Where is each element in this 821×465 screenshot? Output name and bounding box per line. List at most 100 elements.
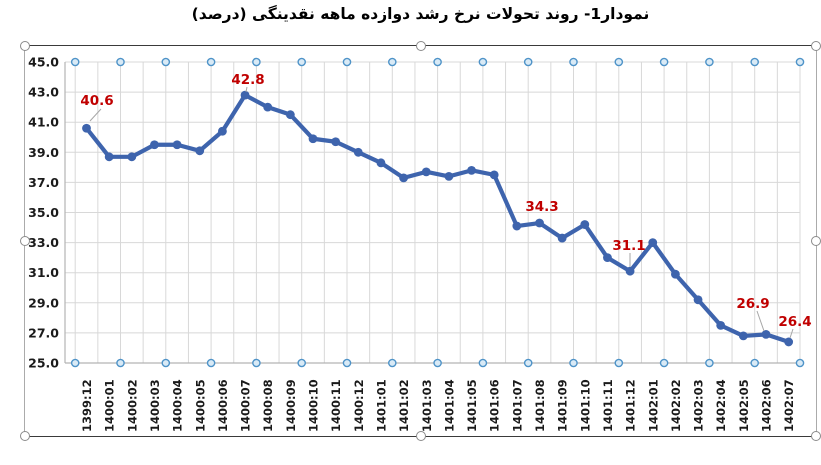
y-tick-label: 29.0 bbox=[28, 295, 59, 310]
data-point-marker[interactable] bbox=[104, 152, 114, 162]
selection-handle-top-left[interactable] bbox=[20, 41, 30, 51]
bottom-row-circle-marker bbox=[70, 358, 80, 368]
bottom-row-circle-marker bbox=[206, 358, 216, 368]
x-tick-label: 1400:07 bbox=[239, 379, 253, 432]
data-point-marker[interactable] bbox=[467, 165, 476, 175]
x-tick-label: 1401:03 bbox=[420, 379, 434, 432]
data-point-marker[interactable] bbox=[784, 337, 794, 347]
data-point-marker[interactable] bbox=[376, 158, 386, 168]
data-point-marker[interactable] bbox=[127, 152, 137, 162]
bottom-row-circle-marker bbox=[705, 358, 714, 368]
data-point-marker[interactable] bbox=[693, 295, 703, 305]
data-point-marker[interactable] bbox=[421, 167, 431, 177]
x-tick-label: 1401:12 bbox=[624, 379, 638, 432]
top-row-circle-marker bbox=[161, 57, 171, 67]
x-tick-label: 1400:09 bbox=[284, 379, 298, 432]
data-point-marker[interactable] bbox=[285, 110, 295, 120]
x-tick-label: 1400:02 bbox=[125, 379, 139, 432]
x-tick-label: 1402:01 bbox=[646, 379, 660, 432]
selection-handle-middle-left[interactable] bbox=[20, 236, 30, 246]
data-point-marker[interactable] bbox=[625, 266, 635, 276]
bottom-row-circle-marker bbox=[116, 358, 125, 368]
data-point-marker[interactable] bbox=[761, 330, 771, 339]
data-point-marker[interactable] bbox=[172, 140, 182, 150]
x-tick-label: 1402:03 bbox=[692, 379, 706, 432]
x-tick-label: 1402:04 bbox=[714, 379, 728, 432]
data-point-marker[interactable] bbox=[308, 134, 318, 144]
bottom-row-circle-marker bbox=[523, 358, 533, 368]
bottom-row-circle-marker bbox=[252, 358, 261, 368]
x-tick-label: 1402:06 bbox=[760, 379, 774, 432]
data-point-marker[interactable] bbox=[603, 253, 612, 263]
top-row-circle-marker bbox=[659, 57, 669, 67]
data-label: 42.8 bbox=[231, 72, 264, 88]
data-point-marker[interactable] bbox=[218, 126, 227, 136]
y-tick-label: 35.0 bbox=[28, 205, 59, 220]
y-tick-label: 41.0 bbox=[28, 115, 59, 130]
selection-handle-top-right[interactable] bbox=[811, 41, 821, 51]
bottom-row-circle-marker bbox=[342, 358, 352, 368]
data-point-marker[interactable] bbox=[444, 171, 454, 181]
y-tick-label: 39.0 bbox=[28, 145, 59, 160]
data-label-leader-line bbox=[789, 328, 794, 339]
data-label: 31.1 bbox=[612, 238, 645, 254]
selection-handle-top-center[interactable] bbox=[415, 41, 426, 51]
bottom-row-circle-marker bbox=[795, 358, 805, 368]
x-tick-label: 1400:03 bbox=[148, 379, 162, 432]
top-row-circle-marker bbox=[569, 57, 578, 67]
data-point-marker[interactable] bbox=[150, 140, 159, 150]
top-row-circle-marker bbox=[116, 57, 125, 67]
data-point-marker[interactable] bbox=[580, 220, 590, 229]
top-row-circle-marker bbox=[252, 57, 261, 67]
selection-handle-middle-right[interactable] bbox=[811, 236, 821, 246]
data-point-marker[interactable] bbox=[738, 331, 748, 341]
data-point-marker[interactable] bbox=[648, 238, 658, 248]
data-point-marker[interactable] bbox=[195, 146, 205, 156]
data-label: 40.6 bbox=[80, 93, 113, 109]
selection-handle-bottom-center[interactable] bbox=[415, 431, 426, 441]
bottom-row-circle-marker bbox=[569, 358, 578, 368]
data-point-marker[interactable] bbox=[535, 218, 544, 228]
selection-handle-bottom-right[interactable] bbox=[811, 431, 821, 441]
x-tick-label: 1402:05 bbox=[737, 379, 751, 432]
bottom-row-circle-marker bbox=[297, 358, 307, 368]
data-point-marker[interactable] bbox=[489, 170, 499, 180]
x-tick-label: 1401:08 bbox=[533, 379, 547, 432]
data-point-marker[interactable] bbox=[331, 137, 341, 147]
y-tick-label: 27.0 bbox=[28, 325, 59, 340]
data-point-marker[interactable] bbox=[557, 233, 567, 243]
top-row-circle-marker bbox=[614, 57, 624, 67]
top-row-circle-marker bbox=[523, 57, 533, 67]
data-point-marker[interactable] bbox=[82, 123, 91, 133]
liquidity-growth-line[interactable] bbox=[84, 93, 791, 345]
bottom-row-circle-marker bbox=[387, 358, 397, 368]
data-label: 26.4 bbox=[778, 314, 811, 330]
top-row-circle-marker bbox=[750, 57, 760, 67]
bottom-row-circle-marker bbox=[659, 358, 669, 368]
x-tick-label: 1400:06 bbox=[216, 379, 230, 432]
top-row-circle-marker bbox=[433, 57, 442, 67]
data-point-marker[interactable] bbox=[716, 320, 726, 330]
x-tick-label: 1401:02 bbox=[397, 379, 411, 432]
bottom-row-circle-marker bbox=[161, 358, 171, 368]
data-point-marker[interactable] bbox=[240, 90, 250, 100]
y-tick-label: 31.0 bbox=[28, 265, 59, 280]
x-tick-label: 1400:04 bbox=[171, 379, 185, 432]
data-point-marker[interactable] bbox=[353, 147, 363, 157]
bottom-row-circle-marker bbox=[614, 358, 624, 368]
top-row-circle-marker bbox=[342, 57, 352, 67]
data-point-marker[interactable] bbox=[263, 102, 273, 112]
data-point-marker[interactable] bbox=[512, 221, 522, 231]
y-tick-label: 25.0 bbox=[28, 356, 59, 371]
data-label-leader-line bbox=[756, 310, 765, 332]
selection-handle-bottom-left[interactable] bbox=[20, 431, 30, 441]
x-tick-label: 1401:05 bbox=[465, 379, 479, 432]
x-tick-label: 1401:04 bbox=[442, 379, 456, 432]
x-tick-label: 1401:06 bbox=[488, 379, 502, 432]
data-point-marker[interactable] bbox=[671, 269, 680, 279]
x-tick-label: 1400:10 bbox=[307, 379, 321, 432]
top-row-circle-marker bbox=[387, 57, 397, 67]
y-tick-label: 43.0 bbox=[28, 85, 59, 100]
data-point-marker[interactable] bbox=[399, 173, 408, 183]
